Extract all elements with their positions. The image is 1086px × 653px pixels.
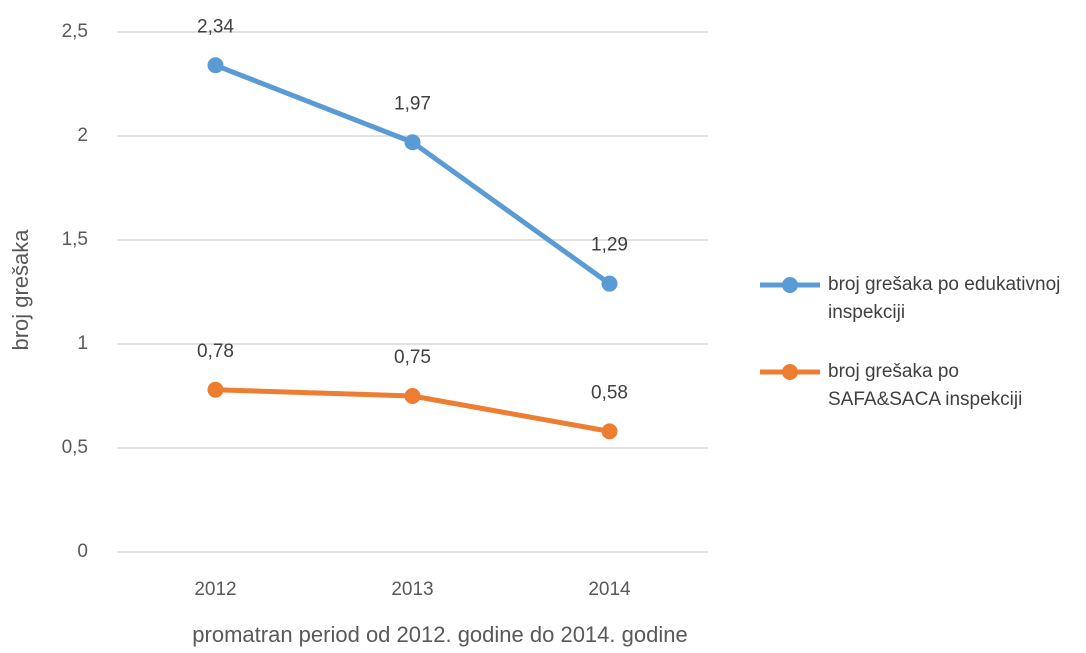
point [207, 57, 224, 74]
y-tick-label: 2 [77, 125, 88, 146]
data-label: 0,78 [197, 341, 234, 362]
y-tick-label: 2,5 [62, 21, 88, 42]
x-tick-label: 2012 [194, 579, 236, 600]
data-label: 2,34 [197, 16, 234, 37]
point [601, 423, 618, 440]
legend-marker [782, 364, 798, 380]
point [601, 275, 618, 292]
point [404, 134, 421, 151]
data-label: 0,58 [591, 382, 628, 403]
y-tick-label: 1,5 [62, 229, 88, 250]
legend-label: broj grešaka po SAFA&SACA inspekciji [828, 361, 1023, 410]
legend-label: broj grešaka po edukativnoj inspekciji [828, 274, 1061, 323]
y-tick-label: 1 [77, 333, 88, 354]
x-tick-label: 2014 [588, 579, 631, 600]
point [207, 381, 224, 398]
x-tick-label: 2013 [391, 579, 433, 600]
data-label: 1,97 [394, 93, 431, 114]
y-tick-label: 0,5 [62, 437, 88, 458]
data-label: 0,75 [394, 347, 431, 368]
legend-marker [782, 277, 798, 293]
x-axis-title: promatran period od 2012. godine do 2014… [192, 622, 687, 647]
data-label: 1,29 [591, 235, 628, 256]
y-tick-label: 0 [77, 541, 88, 562]
y-axis-title: broj grešaka [8, 229, 33, 351]
point [404, 388, 421, 404]
